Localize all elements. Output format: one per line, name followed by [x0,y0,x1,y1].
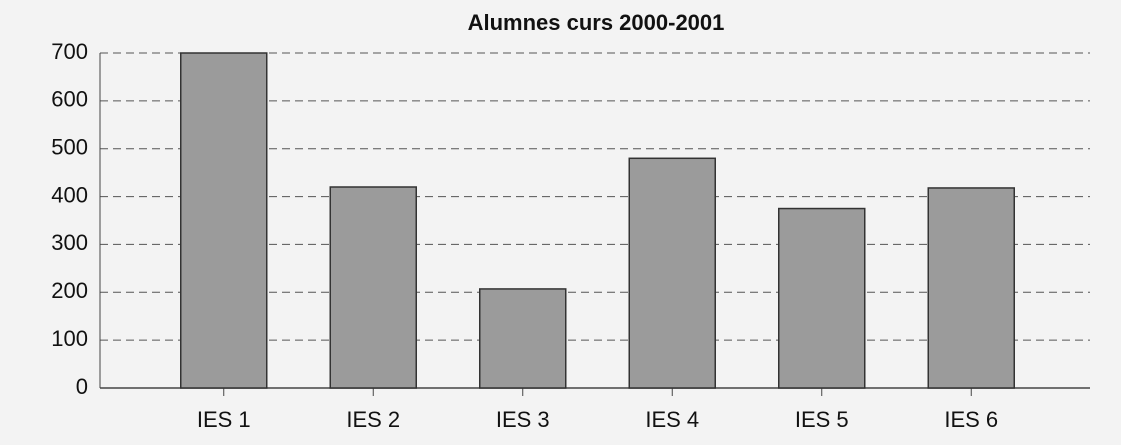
y-tick-label: 600 [51,87,88,112]
x-tick-label: IES 4 [645,407,699,432]
x-tick-label: IES 5 [795,407,849,432]
x-tick-label: IES 2 [346,407,400,432]
x-tick-label: IES 6 [944,407,998,432]
y-tick-label: 200 [51,278,88,303]
bar [778,207,866,389]
y-tick-label: 700 [51,39,88,64]
chart-title: Alumnes curs 2000-2001 [468,10,725,35]
bar [180,52,268,389]
bar [329,186,417,389]
bar [628,157,716,389]
y-tick-label: 300 [51,230,88,255]
y-tick-label: 400 [51,182,88,207]
y-tick-label: 0 [76,374,88,399]
x-tick-label: IES 1 [197,407,251,432]
y-tick-label: 100 [51,326,88,351]
x-tick-label: IES 3 [496,407,550,432]
y-tick-label: 500 [51,135,88,160]
bar [479,288,567,389]
bar [927,187,1015,389]
